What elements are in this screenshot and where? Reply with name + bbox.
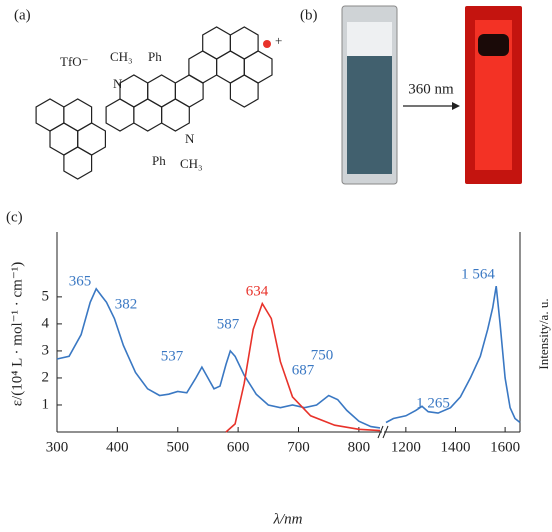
ring <box>63 98 93 132</box>
peak-label: 1 564 <box>461 266 495 282</box>
x-tick-label: 600 <box>227 439 250 455</box>
ring <box>202 26 231 60</box>
peak-label: 1 265 <box>416 395 450 411</box>
ring <box>49 122 79 156</box>
ring <box>229 26 259 60</box>
solution <box>347 56 392 174</box>
peak-label: 634 <box>246 283 269 299</box>
ring <box>105 98 135 132</box>
y-axis-label: ε/(10⁴ L · mol⁻¹ · cm⁻¹) <box>9 262 25 407</box>
chart: 300 400 500 600 700 800 1200 1400 1600 1 2 3 4 5 λ/nm ε… <box>9 232 551 527</box>
ring <box>174 74 204 108</box>
arrow-head <box>452 102 460 110</box>
ring <box>229 74 259 108</box>
ring <box>77 122 107 156</box>
peak-label: 687 <box>292 362 315 378</box>
axis-break <box>377 425 384 439</box>
y-tick-label: 5 <box>42 288 50 304</box>
ring <box>147 74 176 108</box>
molecule <box>35 26 273 180</box>
series-line <box>56 285 521 429</box>
x-tick-label: 400 <box>106 439 129 455</box>
counter-ion: TfO⁻ <box>60 54 89 69</box>
peak-label: 587 <box>217 316 240 332</box>
peak-label: 537 <box>161 348 184 364</box>
ring <box>63 146 93 180</box>
peak-label: 382 <box>115 296 138 312</box>
y-tick-label: 2 <box>42 369 50 385</box>
radical-dot <box>263 40 271 48</box>
ring <box>216 50 245 84</box>
panel-label: (c) <box>6 209 23 225</box>
phenyl: Ph <box>152 153 166 168</box>
peak-label: 365 <box>69 273 92 289</box>
y-tick-label: 4 <box>42 315 50 331</box>
x-tick-label: 1200 <box>391 439 421 455</box>
y-tick-label: 3 <box>42 342 50 358</box>
x-tick-label: 700 <box>287 439 310 455</box>
meniscus <box>478 34 509 56</box>
charge: + <box>275 33 282 48</box>
x-tick-label: 1400 <box>440 439 470 455</box>
ring <box>161 98 190 132</box>
axis-break <box>382 425 389 439</box>
nitrogen: N <box>113 76 123 91</box>
panel-label: (a) <box>14 7 31 23</box>
y2-axis-label: Intensity/a. u. <box>536 298 551 369</box>
cuvette-top <box>347 22 392 56</box>
methyl: CH₃ <box>110 49 133 64</box>
ring <box>119 74 149 108</box>
x-tick-label: 800 <box>348 439 371 455</box>
arrow-label: 360 nm <box>408 81 454 97</box>
phenyl: Ph <box>148 49 162 64</box>
x-tick-label: 1600 <box>490 439 520 455</box>
panel-label: (b) <box>300 7 318 23</box>
methyl: CH₃ <box>180 156 203 171</box>
x-tick-label: 500 <box>166 439 189 455</box>
nitrogen: N <box>185 131 195 146</box>
peak-label: 750 <box>311 347 334 363</box>
x-axis-label: λ/nm <box>273 511 303 527</box>
ring <box>35 98 65 132</box>
ring <box>188 50 218 84</box>
ring <box>133 98 163 132</box>
series-line <box>225 301 381 433</box>
y-tick-label: 1 <box>42 396 50 412</box>
ring <box>243 50 273 84</box>
x-tick-label: 300 <box>46 439 69 455</box>
